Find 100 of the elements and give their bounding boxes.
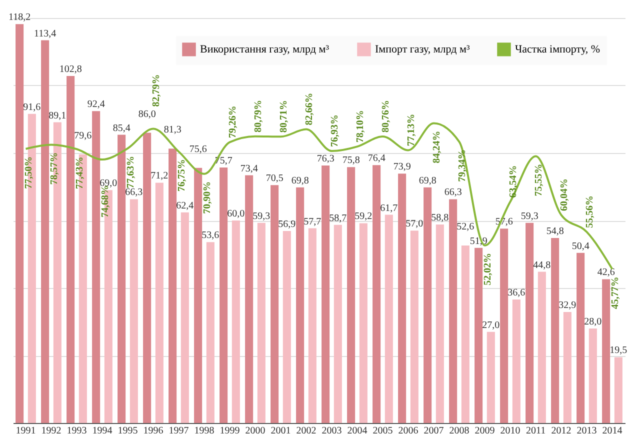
data-label: 71,2: [150, 170, 168, 182]
x-tick-label: 2011: [526, 426, 546, 436]
data-label: 75,8: [342, 155, 360, 166]
bar: [143, 132, 152, 423]
data-label: 91,6: [23, 102, 41, 113]
bar: [118, 134, 126, 423]
x-tick-label: 2004: [347, 426, 368, 436]
data-label: 57,7: [304, 216, 322, 228]
data-label: 66,3: [444, 187, 462, 198]
bar: [206, 242, 214, 423]
x-tick-label: 1993: [66, 426, 87, 436]
x-tick-label: 2009: [474, 426, 495, 436]
legend-label: Використання газу, млрд м³: [200, 43, 330, 56]
bar: [551, 238, 560, 423]
data-label: 69,8: [291, 175, 309, 186]
data-label: 73,9: [393, 162, 411, 173]
data-label: 75,6: [189, 144, 207, 155]
x-tick-label: 1998: [194, 426, 214, 436]
x-tick-label: 2001: [270, 426, 291, 436]
data-label: 92,4: [87, 99, 105, 110]
x-tick-label: 2013: [576, 426, 597, 436]
data-label: 79,34%: [456, 149, 468, 182]
bar: [398, 174, 406, 423]
data-label: 53,6: [202, 230, 220, 242]
x-tick-label: 2003: [322, 426, 342, 436]
data-label: 79,6: [74, 130, 92, 142]
data-label: 57,0: [406, 218, 424, 230]
data-label: 55,56%: [584, 195, 596, 228]
data-label: 60,04%: [558, 178, 570, 212]
x-tick-label: 1997: [168, 426, 189, 436]
x-tick-label: 1991: [16, 426, 36, 436]
bar: [372, 165, 381, 423]
data-label: 36,6: [508, 287, 526, 298]
bar: [92, 111, 100, 423]
data-label: 84,24%: [431, 130, 442, 164]
data-label: 76,3: [316, 153, 334, 164]
data-label: 80,76%: [380, 100, 392, 132]
x-tick-label: 1996: [143, 426, 164, 436]
x-tick-label: 2014: [602, 426, 622, 436]
data-label: 59,3: [252, 210, 270, 222]
data-label: 82,79%: [150, 74, 162, 107]
data-label: 81,3: [164, 124, 182, 136]
bar: [384, 214, 393, 423]
data-label: 66,3: [125, 187, 143, 198]
x-tick-label: 2000: [245, 426, 266, 436]
data-label: 79,26%: [227, 106, 238, 138]
x-tick-label: 1999: [220, 426, 240, 436]
bar: [308, 228, 316, 423]
x-tick-label: 2012: [551, 426, 572, 436]
x-tick-label: 1995: [118, 426, 138, 436]
bar: [512, 299, 520, 423]
bar: [436, 224, 444, 423]
data-label: 77,63%: [125, 156, 136, 188]
data-label: 45,77%: [610, 276, 621, 310]
bar: [168, 148, 177, 423]
bar: [602, 279, 610, 423]
bar: [347, 167, 356, 423]
legend-label: Частка імпорту, %: [515, 43, 600, 56]
data-label: 118,2: [8, 12, 31, 24]
data-label: 59,3: [520, 210, 538, 222]
legend-label: Імпорт газу, млрд м³: [375, 43, 470, 56]
bar: [220, 168, 228, 423]
data-label: 27,0: [482, 320, 500, 331]
data-label: 113,4: [34, 28, 56, 40]
bar: [245, 175, 254, 423]
data-label: 52,6: [456, 221, 474, 232]
data-label: 42,6: [597, 267, 615, 278]
data-label: 76,4: [368, 153, 386, 164]
bar: [155, 182, 164, 423]
data-label: 54,8: [546, 226, 564, 238]
bar: [282, 230, 291, 423]
bar: [257, 222, 266, 423]
data-label: 61,7: [380, 202, 398, 214]
bar: [486, 332, 495, 423]
bar: [334, 224, 342, 423]
data-label: 19,5: [610, 345, 628, 356]
bar: [359, 223, 368, 423]
bar: [194, 168, 202, 423]
bar: [232, 220, 240, 423]
bar: [180, 212, 189, 423]
bar: [461, 245, 470, 423]
data-label: 76,75%: [176, 159, 188, 192]
data-label: 89,1: [48, 110, 66, 122]
bar: [270, 185, 279, 423]
data-label: 58,7: [329, 212, 347, 224]
bar: [538, 272, 546, 423]
data-label: 56,9: [278, 218, 296, 230]
x-tick-label: 1994: [92, 426, 112, 436]
x-tick-label: 2010: [500, 426, 520, 436]
data-label: 86,0: [138, 108, 156, 120]
data-label: 60,0: [227, 208, 245, 220]
data-label: 85,4: [112, 122, 130, 134]
bar: [500, 228, 508, 423]
x-tick-label: 2002: [296, 426, 316, 436]
data-label: 63,54%: [508, 165, 519, 198]
x-tick-label: 2007: [424, 426, 444, 436]
data-label: 32,9: [558, 300, 576, 311]
data-label: 76,93%: [329, 114, 340, 148]
data-label: 28,0: [584, 316, 602, 328]
x-tick-label: 2008: [449, 426, 470, 436]
